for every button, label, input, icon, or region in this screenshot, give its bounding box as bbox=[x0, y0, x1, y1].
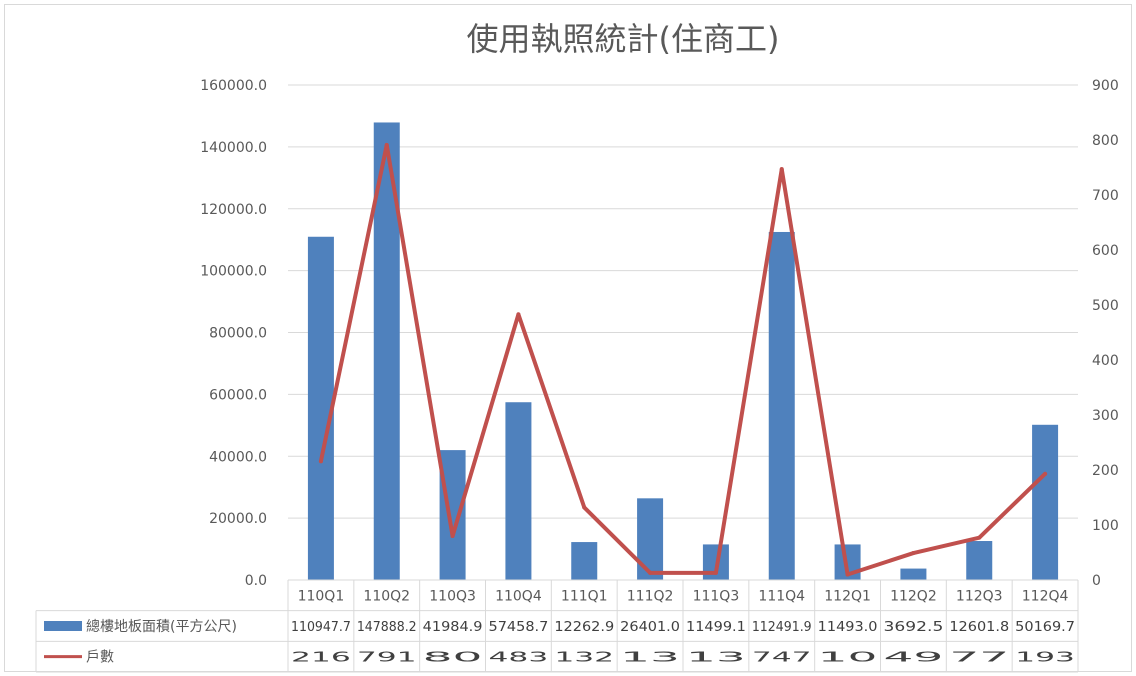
y-right-tick-label: 600 bbox=[1092, 243, 1119, 259]
data-table-value: 132 bbox=[554, 651, 614, 666]
y-right-tick-label: 500 bbox=[1092, 298, 1119, 314]
line-point bbox=[384, 142, 389, 147]
y-right-tick-label: 0 bbox=[1092, 573, 1101, 589]
data-table-value: 50169.7 bbox=[1015, 620, 1075, 635]
data-table-value: 49 bbox=[884, 651, 944, 666]
y-right-tick-label: 200 bbox=[1092, 463, 1119, 479]
x-tick-label: 111Q1 bbox=[561, 588, 608, 604]
y-left-tick-label: 160000.0 bbox=[200, 78, 267, 94]
y-right-tick-label: 100 bbox=[1092, 518, 1119, 534]
line-point bbox=[516, 312, 521, 317]
data-table-value: 112491.9 bbox=[752, 620, 812, 635]
data-table-value: 11493.0 bbox=[818, 620, 878, 635]
data-table-value: 193 bbox=[1015, 651, 1075, 666]
line-point bbox=[845, 572, 850, 577]
bar bbox=[966, 541, 993, 580]
y-left-tick-label: 140000.0 bbox=[200, 140, 267, 156]
x-tick-label: 112Q3 bbox=[956, 588, 1003, 604]
line-point bbox=[582, 505, 587, 510]
bar bbox=[637, 498, 664, 580]
y-left-tick-label: 120000.0 bbox=[200, 202, 267, 218]
data-table-value: 791 bbox=[357, 651, 417, 666]
series-line bbox=[318, 142, 1048, 577]
data-table-value: 483 bbox=[489, 651, 549, 666]
data-table-value: 13 bbox=[620, 651, 680, 666]
bar bbox=[1032, 424, 1059, 580]
x-tick-label: 110Q2 bbox=[363, 588, 410, 604]
data-table-value: 216 bbox=[291, 651, 351, 666]
x-tick-label: 112Q4 bbox=[1022, 588, 1069, 604]
line-point bbox=[648, 570, 653, 575]
data-table-value: 80 bbox=[423, 651, 483, 666]
data-table-value: 12262.9 bbox=[554, 620, 614, 635]
y-left-tick-label: 100000.0 bbox=[200, 264, 267, 280]
data-table-value: 11499.1 bbox=[686, 620, 746, 635]
line-point bbox=[977, 535, 982, 540]
bar bbox=[307, 236, 334, 580]
y-left-tick-label: 60000.0 bbox=[209, 387, 267, 403]
x-tick-label: 111Q2 bbox=[627, 588, 674, 604]
line-point bbox=[1043, 471, 1048, 476]
line-point bbox=[713, 570, 718, 575]
x-tick-label: 110Q1 bbox=[298, 588, 345, 604]
y-right-tick-label: 400 bbox=[1092, 353, 1119, 369]
bar bbox=[900, 568, 927, 580]
chart-title: 使用執照統計(住商工) bbox=[467, 20, 780, 58]
y-left-tick-label: 40000.0 bbox=[209, 449, 267, 465]
data-table-value: 77 bbox=[949, 651, 1009, 666]
y-right-tick-label: 700 bbox=[1092, 188, 1119, 204]
y-left-tick-label: 0.0 bbox=[245, 573, 267, 589]
data-table-value: 13 bbox=[686, 651, 746, 666]
x-tick-label: 111Q4 bbox=[758, 588, 805, 604]
data-table-value: 747 bbox=[752, 651, 812, 666]
bar bbox=[768, 231, 795, 580]
data-table-value: 147888.2 bbox=[357, 620, 417, 635]
bar bbox=[439, 450, 466, 580]
line-point bbox=[450, 534, 455, 538]
data-table-value: 12601.8 bbox=[949, 620, 1009, 635]
bar bbox=[505, 402, 532, 580]
y-right-tick-label: 300 bbox=[1092, 408, 1119, 424]
x-tick-label: 111Q3 bbox=[693, 588, 740, 604]
y-right-tick-label: 800 bbox=[1092, 133, 1119, 149]
x-tick-label: 112Q2 bbox=[890, 588, 937, 604]
data-table-value: 10 bbox=[818, 651, 878, 666]
y-left-tick-label: 20000.0 bbox=[209, 511, 267, 527]
line-point bbox=[779, 167, 784, 172]
data-table-value: 26401.0 bbox=[620, 620, 680, 635]
line-point bbox=[911, 551, 916, 556]
x-tick-label: 110Q4 bbox=[495, 588, 542, 604]
legend-key-bar bbox=[44, 621, 82, 631]
y-right-tick-label: 900 bbox=[1092, 78, 1119, 94]
x-tick-label: 112Q1 bbox=[824, 588, 871, 604]
line-point bbox=[318, 459, 323, 464]
data-table-value: 110947.7 bbox=[291, 620, 351, 635]
legend-label: 總樓地板面積(平方公尺) bbox=[86, 618, 237, 635]
bar bbox=[571, 542, 598, 580]
data-table-value: 57458.7 bbox=[489, 620, 549, 635]
y-left-tick-label: 80000.0 bbox=[209, 326, 267, 342]
data-table-value: 41984.9 bbox=[423, 620, 483, 635]
data-table-value: 3692.5 bbox=[884, 620, 944, 635]
legend-label: 戶數 bbox=[86, 650, 114, 666]
x-tick-label: 110Q3 bbox=[429, 588, 476, 604]
